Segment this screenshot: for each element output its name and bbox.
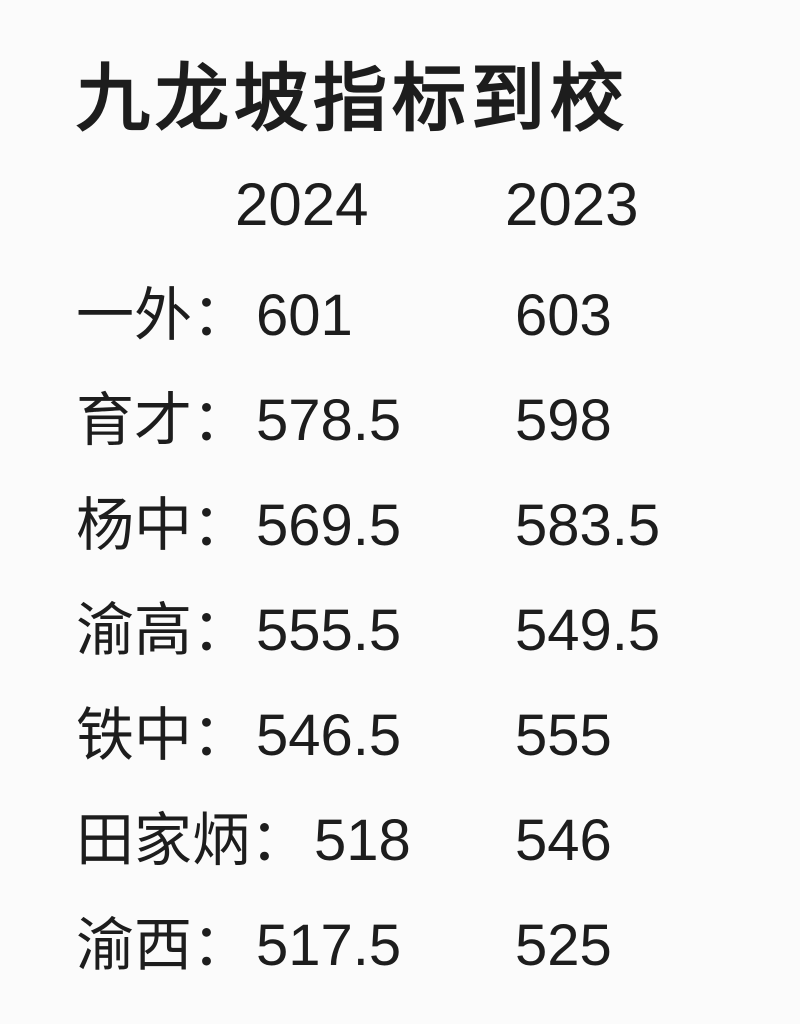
score-2024: 569.5 [256,492,402,558]
score-2024: 601 [256,282,353,348]
page-title: 九龙坡指标到校 [76,56,629,140]
score-2023: 603 [515,282,612,348]
score-2023: 546 [515,807,612,873]
score-2023: 549.5 [515,597,661,663]
score-2024: 518 [314,807,411,873]
score-2023: 555 [515,702,612,768]
year-header-row: 2024 2023 [0,172,800,242]
table-row: 一外： 601 603 [0,263,800,368]
row-label: 田家炳： [76,807,309,873]
table-row: 田家炳： 518 546 [0,788,800,893]
row-label: 铁中： [76,702,251,768]
row-label: 渝高： [76,597,251,663]
table-row: 杨中： 569.5 583.5 [0,473,800,578]
score-2023: 583.5 [515,492,661,558]
score-2024: 555.5 [256,597,402,663]
score-table: 一外： 601 603 育才： 578.5 598 杨中： 569.5 583.… [0,263,800,998]
table-row: 铁中： 546.5 555 [0,683,800,788]
row-label: 一外： [76,282,251,348]
score-2024: 517.5 [256,912,402,978]
column-header-2024: 2024 [235,171,369,238]
table-row: 育才： 578.5 598 [0,368,800,473]
column-header-2023: 2023 [505,171,639,238]
row-label: 杨中： [76,492,251,558]
row-label: 育才： [76,387,251,453]
score-2024: 546.5 [256,702,402,768]
score-2024: 578.5 [256,387,402,453]
score-2023: 598 [515,387,612,453]
table-row: 渝西： 517.5 525 [0,893,800,998]
row-label: 渝西： [76,912,251,978]
table-row: 渝高： 555.5 549.5 [0,578,800,683]
score-2023: 525 [515,912,612,978]
